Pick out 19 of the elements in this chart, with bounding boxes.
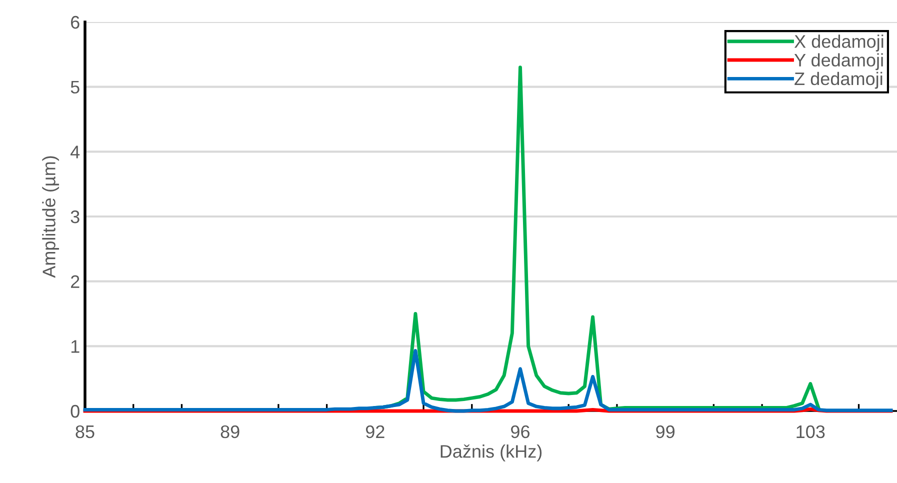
legend-label: X dedamoji	[794, 34, 884, 52]
y-tick-label: 1	[71, 340, 80, 353]
y-tick-label: 3	[70, 210, 80, 224]
legend-label: Z dedamoji	[794, 72, 882, 89]
y-tick-label: 6	[71, 16, 80, 29]
x-tick-label: 96	[511, 425, 530, 438]
x-tick-label: 99	[656, 425, 675, 438]
y-tick-label: 4	[70, 146, 80, 158]
x-tick-label: 85	[76, 425, 94, 438]
y-tick-label: 2	[71, 275, 80, 288]
x-tick-label: 89	[220, 425, 240, 438]
y-tick-label: 5	[70, 80, 80, 94]
y-tick-label: 0	[70, 404, 80, 418]
x-tick-label: 103	[796, 425, 825, 438]
x-axis-title: Dažnis (kHz)	[440, 444, 542, 462]
x-tick-label: 92	[366, 425, 384, 438]
line-series	[83, 348, 893, 413]
y-axis-title: Amplitudė (µm)	[42, 156, 59, 278]
legend-label: Y dedamoji	[794, 53, 883, 70]
